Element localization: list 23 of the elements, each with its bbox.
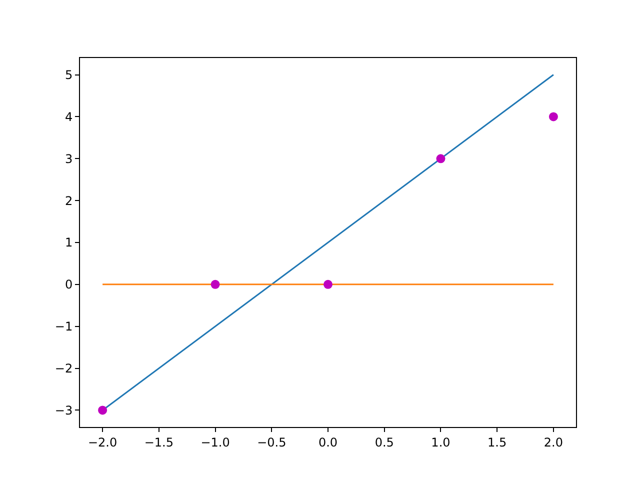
x-tick-label: −1.5 xyxy=(144,435,174,450)
y-tick-label: 0 xyxy=(64,278,73,292)
x-tick-label: 2.0 xyxy=(544,435,563,450)
x-tick-label: −1.0 xyxy=(200,435,230,450)
point xyxy=(98,406,108,415)
x-tick-label: 1.5 xyxy=(488,435,507,450)
x-tick-label: 0.5 xyxy=(374,435,394,450)
point xyxy=(324,280,332,289)
x-tick-label: −0.5 xyxy=(257,435,286,450)
y-tick-label: 3 xyxy=(64,152,73,166)
x-tick-label: 0.0 xyxy=(318,435,338,450)
y-tick-label: −1 xyxy=(54,320,73,334)
y-tick-label: −3 xyxy=(54,403,73,418)
point xyxy=(210,280,220,289)
y-tick-label: 4 xyxy=(64,110,73,124)
point xyxy=(548,112,558,122)
y-tick-label: −2 xyxy=(54,362,73,376)
x-tick-label: −2.0 xyxy=(88,435,118,450)
x-tick-label: 1.0 xyxy=(431,435,450,450)
y-tick-label: 1 xyxy=(64,236,73,250)
point xyxy=(436,154,446,164)
y-tick-label: 2 xyxy=(64,194,73,208)
y-tick-label: 5 xyxy=(64,68,73,82)
